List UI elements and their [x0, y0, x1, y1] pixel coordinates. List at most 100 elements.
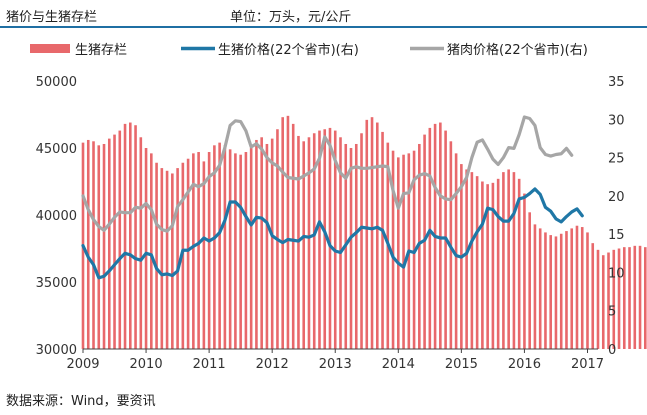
bar-mark	[223, 145, 227, 349]
bar-mark	[129, 122, 132, 349]
bar-mark	[517, 178, 521, 349]
bar-mark	[491, 182, 495, 349]
x-tick-label: 2016	[508, 357, 541, 372]
bar-mark	[470, 172, 474, 349]
bar-mark	[113, 134, 116, 349]
bar-mark	[644, 247, 647, 349]
bar-mark	[239, 154, 242, 349]
bar-mark	[502, 172, 505, 349]
bar-mark	[207, 152, 211, 349]
bar-mark	[428, 127, 432, 350]
y-right-tick-label: 35	[608, 75, 625, 90]
bar-mark	[397, 157, 400, 349]
unit-note: 单位：万头，元/公斤	[230, 10, 352, 25]
bar-mark	[312, 133, 316, 349]
y-right-tick-label: 30	[608, 113, 625, 128]
bar-series-pig-stock	[81, 115, 647, 350]
bar-mark	[465, 169, 468, 349]
legend-label: 猪肉价格(22个省市)(右)	[447, 42, 588, 58]
bar-mark	[601, 255, 605, 349]
bar-mark	[533, 224, 537, 349]
bar-mark	[123, 123, 127, 349]
bar-mark	[575, 225, 579, 349]
bar-mark	[596, 249, 600, 349]
x-tick-label: 2014	[382, 357, 415, 372]
y-right-tick-label: 0	[608, 343, 616, 358]
bar-mark	[234, 153, 237, 349]
bar-mark	[622, 247, 626, 349]
y-left-tick-label: 35000	[36, 276, 77, 291]
x-tick-label: 2010	[130, 357, 163, 372]
x-tick-label: 2015	[445, 357, 478, 372]
bar-mark	[92, 141, 95, 349]
x-tick-label: 2009	[66, 357, 99, 372]
bar-mark	[544, 232, 547, 349]
bar-mark	[150, 153, 153, 349]
y-right-tick-label: 5	[608, 305, 616, 320]
bar-mark	[528, 212, 531, 349]
bar-mark	[617, 248, 621, 349]
bar-mark	[549, 235, 552, 349]
bar-mark	[586, 232, 589, 349]
bar-mark	[565, 231, 568, 349]
bar-mark	[255, 139, 258, 349]
y-right-tick-label: 25	[608, 152, 625, 167]
chart-title: 猪价与生猪存栏	[6, 10, 98, 25]
bar-mark	[102, 143, 106, 349]
bar-mark	[249, 148, 253, 349]
y-right-tick-label: 15	[608, 228, 625, 243]
bar-mark	[323, 129, 327, 349]
bar-mark	[475, 176, 479, 349]
bar-mark	[155, 162, 158, 349]
bar-mark	[165, 170, 169, 349]
y-left-tick-label: 30000	[36, 343, 77, 358]
bar-mark	[86, 139, 90, 349]
legend-label: 生猪存栏	[75, 43, 127, 58]
bar-mark	[213, 145, 216, 349]
bar-mark	[228, 149, 232, 349]
bar-mark	[554, 236, 558, 349]
bar-mark	[496, 178, 500, 349]
line-series-group	[81, 115, 584, 280]
bar-mark	[318, 130, 321, 349]
bar-mark	[107, 138, 111, 349]
bar-mark	[333, 130, 337, 349]
bar-mark	[570, 228, 574, 349]
legend-swatch-bar	[30, 44, 70, 53]
bar-mark	[454, 153, 458, 349]
bar-mark	[186, 158, 190, 349]
y-left-tick-label: 40000	[36, 209, 77, 224]
legend: 生猪存栏 生猪价格(22个省市)(右) 猪肉价格(22个省市)(右)	[30, 42, 588, 58]
bar-mark	[328, 127, 332, 350]
bar-mark	[633, 245, 637, 349]
y-right-tick-label: 10	[608, 266, 625, 281]
x-tick-label: 2013	[319, 357, 352, 372]
bar-mark	[97, 145, 101, 349]
bar-mark	[302, 141, 306, 349]
axes: 2009 2010 2011 2012 2013 2014 2015 2016 20173000…	[36, 75, 625, 372]
bar-mark	[286, 115, 290, 349]
bar-mark	[591, 243, 595, 349]
bar-mark	[197, 152, 200, 349]
bar-mark	[507, 169, 510, 349]
bar-mark	[171, 173, 174, 349]
bar-mark	[607, 252, 610, 349]
line-pig-price	[81, 187, 584, 280]
bar-mark	[270, 138, 274, 349]
bar-mark	[218, 142, 221, 349]
bar-mark	[139, 137, 143, 349]
bar-mark	[160, 168, 164, 349]
bar-mark	[402, 154, 405, 349]
bar-mark	[375, 122, 379, 349]
header-bar: 猪价与生猪存栏 单位：万头，元/公斤	[6, 4, 642, 26]
x-tick-label: 2011	[193, 357, 226, 372]
bar-mark	[281, 117, 284, 350]
header-rule	[0, 26, 647, 28]
bar-mark	[523, 193, 526, 349]
bar-mark	[481, 181, 484, 349]
bar-mark	[628, 247, 631, 349]
x-tick-label: 2017	[571, 357, 604, 372]
legend-label: 生猪价格(22个省市)(右)	[218, 42, 359, 58]
bar-mark	[265, 143, 269, 349]
bar-mark	[307, 137, 311, 349]
